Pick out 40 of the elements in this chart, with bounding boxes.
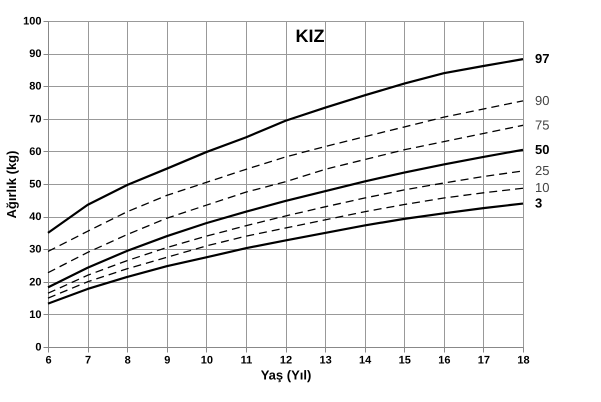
- series-label: 25: [535, 162, 550, 178]
- x-tick-label: 18: [517, 354, 530, 366]
- x-tick-label: 14: [359, 354, 372, 366]
- x-tick-label: 16: [438, 354, 450, 366]
- series-label: 10: [535, 180, 550, 196]
- line-series: [47, 188, 524, 299]
- y-tick-label: 30: [29, 244, 42, 256]
- y-tick-label: 90: [29, 48, 42, 60]
- x-tick-label: 12: [280, 354, 292, 366]
- y-tick-label: 80: [29, 80, 42, 93]
- x-tick-label: 15: [398, 354, 411, 366]
- y-tick-label: 50: [29, 178, 42, 190]
- y-tick-label: 20: [29, 276, 42, 288]
- line-series: [47, 100, 524, 252]
- x-tick-label: 11: [240, 354, 252, 366]
- x-tick-label: 9: [164, 354, 170, 366]
- y-tick-label: 10: [29, 308, 42, 321]
- series-label: 75: [535, 117, 550, 132]
- line-series: [47, 124, 524, 274]
- chart-title: KIZ: [296, 26, 324, 46]
- line-series: [46, 148, 524, 288]
- x-axis-title: Yaş (Yıl): [260, 368, 312, 382]
- x-tick-label: 13: [319, 354, 332, 366]
- y-tick-label: 60: [29, 146, 42, 158]
- x-tick-label: 17: [478, 354, 490, 366]
- series-label: 97: [535, 51, 550, 66]
- series-label: 50: [535, 142, 550, 157]
- series-label: 90: [535, 92, 550, 108]
- y-tick-label: 40: [29, 211, 42, 224]
- y-tick-label: 100: [23, 16, 42, 28]
- x-tick-label: 7: [85, 354, 92, 366]
- line-series: [46, 202, 524, 305]
- x-tick-label: 8: [124, 354, 131, 366]
- x-tick-label: 6: [45, 354, 52, 366]
- y-axis-title: Ağırlık (kg): [4, 150, 20, 218]
- series-label: 3: [535, 196, 542, 211]
- line-series: [46, 58, 524, 234]
- y-tick-label: 0: [35, 342, 42, 354]
- x-tick-label: 10: [200, 354, 213, 366]
- y-tick-label: 70: [29, 113, 42, 126]
